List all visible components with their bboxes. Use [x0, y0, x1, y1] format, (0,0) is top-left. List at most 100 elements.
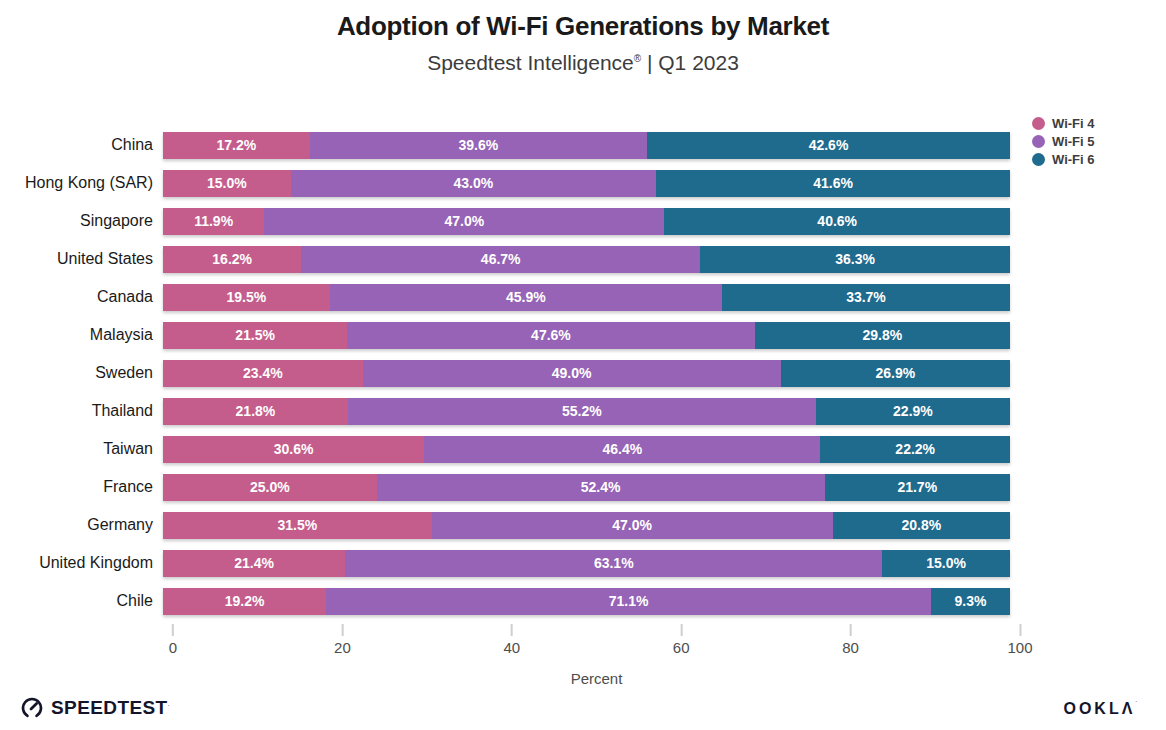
stacked-bar-germany: 31.5% 47.0% 20.8% [163, 512, 1010, 539]
value-label: 9.3% [955, 593, 987, 609]
bar-segment-wi-fi-5: 71.1% [326, 588, 931, 615]
value-label: 16.2% [212, 251, 252, 267]
legend-item-wi-fi-6: Wi-Fi 6 [1032, 152, 1095, 167]
value-label: 21.4% [234, 555, 274, 571]
bar-segment-wi-fi-4: 21.4% [163, 550, 345, 577]
bar-segment-wi-fi-6: 22.9% [816, 398, 1010, 425]
table-row: United States16.2%46.7%36.3% [0, 240, 1166, 278]
bar-segment-wi-fi-4: 21.8% [163, 398, 348, 425]
bar-segment-wi-fi-5: 52.4% [377, 474, 825, 501]
legend-item-wi-fi-5: Wi-Fi 5 [1032, 134, 1095, 149]
tick-label: 100 [1007, 639, 1032, 656]
stacked-bar-sweden: 23.4%49.0%26.9% [163, 360, 1010, 387]
legend-dot-icon [1032, 117, 1045, 130]
value-label: 42.6% [809, 137, 849, 153]
stacked-bar-thailand: 21.8% 55.2% 22.9% [163, 398, 1010, 425]
bar-segment-wi-fi-6: 15.0% [882, 550, 1010, 577]
value-label: 29.8% [863, 327, 903, 343]
bar-segment-wi-fi-6: 40.6% [664, 208, 1010, 235]
value-label: 47.0% [612, 517, 652, 533]
bar-segment-wi-fi-6: 42.6% [647, 132, 1010, 159]
value-label: 21.5% [235, 327, 275, 343]
value-label: 52.4% [581, 479, 621, 495]
value-label: 43.0% [454, 175, 494, 191]
ookla-tm-mark: ˙ [1135, 700, 1138, 709]
value-label: 22.2% [895, 441, 935, 457]
value-label: 22.9% [893, 403, 933, 419]
value-label: 39.6% [458, 137, 498, 153]
subtitle-brand: Speedtest Intelligence [427, 51, 634, 74]
bar-segment-wi-fi-5: 46.4% [424, 436, 820, 463]
chart-area: China17.2%39.6%42.6%Hong Kong (SAR)15.0%… [0, 126, 1166, 620]
page-title: Adoption of Wi-Fi Generations by Market [0, 8, 1166, 44]
value-label: 41.6% [813, 175, 853, 191]
bar-segment-wi-fi-5: 45.9% [330, 284, 722, 311]
stacked-bar-chile: 19.2% 71.1% 9.3% [163, 588, 1010, 615]
bar-segment-wi-fi-6: 21.7% [825, 474, 1010, 501]
bar-segment-wi-fi-4: 19.5% [163, 284, 330, 311]
category-label-thailand: Thailand [0, 402, 163, 420]
stacked-bar-canada: 19.5%45.9%33.7% [163, 284, 1010, 311]
category-label-france: France [0, 478, 163, 496]
stacked-bar-france: 25.0% 52.4% 21.7% [163, 474, 1010, 501]
legend-label: Wi-Fi 6 [1052, 152, 1095, 167]
legend-item-wi-fi-4: Wi-Fi 4 [1032, 116, 1095, 131]
category-label-malaysia: Malaysia [0, 326, 163, 344]
legend-dot-icon [1032, 153, 1045, 166]
value-label: 15.0% [207, 175, 247, 191]
bar-segment-wi-fi-5: 47.0% [264, 208, 664, 235]
tick-mark [850, 624, 852, 636]
stacked-bar-united-states: 16.2%46.7%36.3% [163, 246, 1010, 273]
chart-subtitle: Speedtest Intelligence® | Q1 2023 [0, 44, 1166, 78]
table-row: United Kingdom 21.4% 63.1% 15.0% [0, 544, 1166, 582]
table-row: China 17.2% 39.6% 42.6% [0, 126, 1166, 164]
value-label: 21.8% [236, 403, 276, 419]
bar-segment-wi-fi-6: 29.8% [755, 322, 1010, 349]
bar-segment-wi-fi-5: 49.0% [363, 360, 781, 387]
value-label: 63.1% [594, 555, 634, 571]
value-label: 19.2% [225, 593, 265, 609]
value-label: 47.0% [444, 213, 484, 229]
table-row: Sweden23.4%49.0%26.9% [0, 354, 1166, 392]
value-label: 15.0% [926, 555, 966, 571]
value-label: 40.6% [817, 213, 857, 229]
value-label: 21.7% [897, 479, 937, 495]
speedtest-logo: SPEEDTEST˙ [20, 696, 170, 720]
value-label: 49.0% [552, 365, 592, 381]
table-row: France25.0% 52.4% 21.7% [0, 468, 1166, 506]
x-tick-60: 60 [673, 624, 690, 656]
value-label: 17.2% [216, 137, 256, 153]
bar-segment-wi-fi-6: 20.8% [833, 512, 1010, 539]
category-label-united-kingdom: United Kingdom [0, 554, 163, 572]
x-tick-0: 0 [169, 624, 177, 656]
subtitle-period: | Q1 2023 [641, 51, 739, 74]
value-label: 31.5% [277, 517, 317, 533]
bar-segment-wi-fi-4: 11.9% [163, 208, 264, 235]
tick-mark [1019, 624, 1021, 636]
value-label: 11.9% [194, 213, 233, 229]
bar-segment-wi-fi-4: 30.6% [163, 436, 424, 463]
x-axis: 020406080100 [173, 624, 1020, 668]
category-label-germany: Germany [0, 516, 163, 534]
legend-label: Wi-Fi 5 [1052, 134, 1095, 149]
ookla-logo: OOKLΛ˙ [1063, 700, 1138, 718]
bar-segment-wi-fi-5: 47.6% [347, 322, 755, 349]
category-label-singapore: Singapore [0, 212, 163, 230]
category-label-china: China [0, 136, 163, 154]
value-label: 71.1% [609, 593, 649, 609]
tick-mark [680, 624, 682, 636]
table-row: Thailand 21.8% 55.2% 22.9% [0, 392, 1166, 430]
x-tick-80: 80 [842, 624, 859, 656]
value-label: 30.6% [274, 441, 314, 457]
legend-dot-icon [1032, 135, 1045, 148]
legend: Wi-Fi 4 Wi-Fi 5 Wi-Fi 6 [1032, 116, 1095, 170]
bar-segment-wi-fi-5: 43.0% [291, 170, 657, 197]
tick-label: 0 [169, 639, 177, 656]
value-label: 23.4% [243, 365, 283, 381]
table-row: Canada19.5%45.9%33.7% [0, 278, 1166, 316]
bar-segment-wi-fi-5: 63.1% [345, 550, 882, 577]
bar-segment-wi-fi-4: 25.0% [163, 474, 377, 501]
bar-segment-wi-fi-4: 19.2% [163, 588, 326, 615]
value-label: 55.2% [562, 403, 602, 419]
x-tick-40: 40 [503, 624, 520, 656]
